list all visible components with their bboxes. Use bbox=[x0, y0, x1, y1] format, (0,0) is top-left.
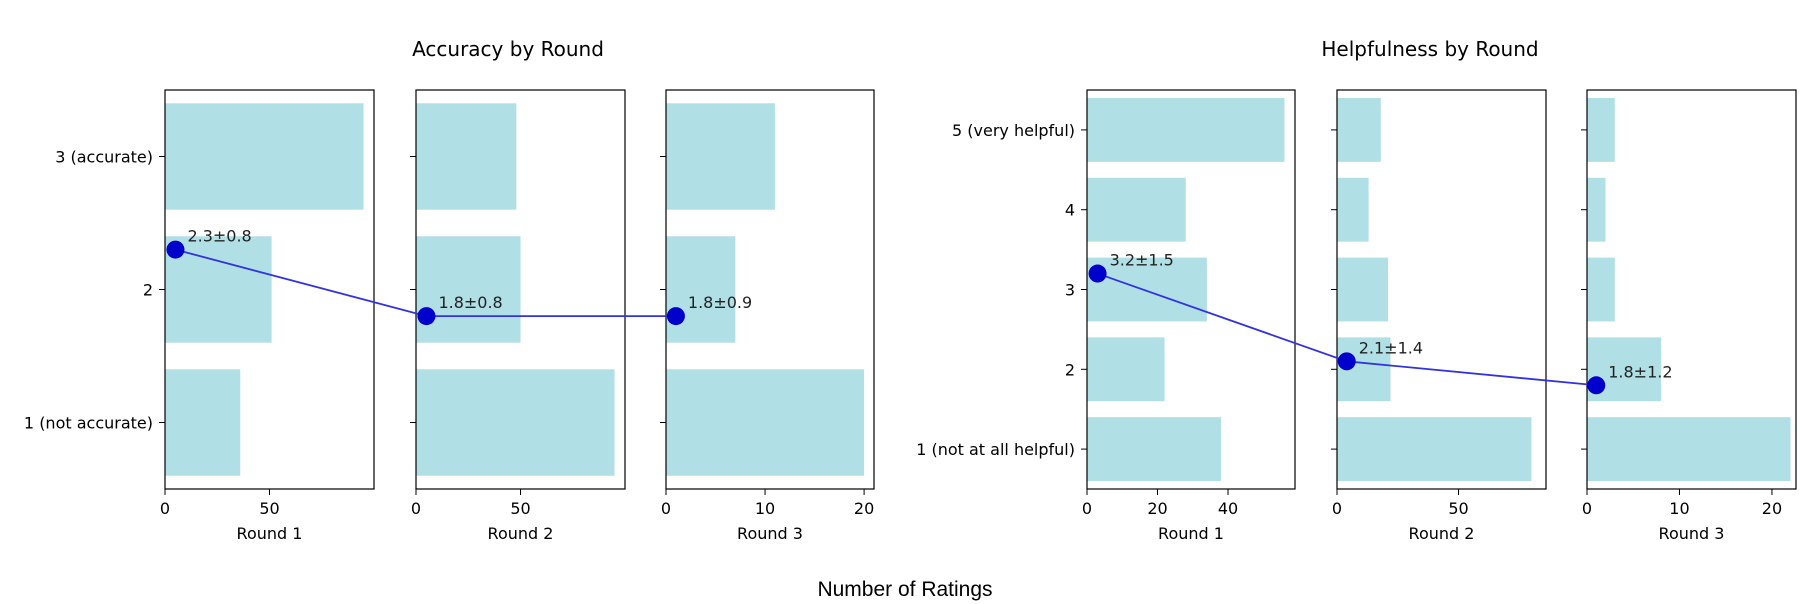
bar-4 bbox=[1587, 177, 1606, 242]
x-tick-label: 0 bbox=[411, 499, 421, 518]
y-tick-label: 2 bbox=[143, 281, 153, 300]
y-tick-label: 4 bbox=[1065, 201, 1075, 220]
mean-label-round-1: 2.3±0.8 bbox=[187, 227, 251, 246]
bar-1-not-accurate- bbox=[165, 369, 241, 476]
y-tick-label: 1 (not accurate) bbox=[24, 414, 153, 433]
panel-x-label: Round 3 bbox=[1659, 524, 1725, 543]
bar-2 bbox=[416, 236, 521, 343]
y-tick-label: 1 (not at all helpful) bbox=[916, 440, 1075, 459]
panel-round-2: 0 50 Round 2 bbox=[410, 89, 626, 543]
x-tick-label: 0 bbox=[160, 499, 170, 518]
mean-marker-round-2 bbox=[417, 307, 436, 326]
panel-round-1: 1 (not accurate) 2 3 (accurate) 0 50 Round 1 bbox=[24, 89, 375, 543]
bar-1-not-at-all-helpful- bbox=[1587, 417, 1791, 482]
y-tick-label: 3 (accurate) bbox=[55, 148, 153, 167]
bar-4 bbox=[1087, 177, 1186, 242]
y-tick-label: 5 (very helpful) bbox=[952, 121, 1075, 140]
bar-3-accurate- bbox=[416, 103, 517, 210]
panel-x-label: Round 2 bbox=[488, 524, 554, 543]
mean-marker-round-3 bbox=[1587, 376, 1606, 395]
bar-5-very-helpful- bbox=[1587, 97, 1615, 162]
x-tick-label: 50 bbox=[1448, 499, 1468, 518]
x-tick-label: 40 bbox=[1218, 499, 1238, 518]
mean-label-round-2: 2.1±1.4 bbox=[1359, 338, 1423, 357]
bar-1-not-accurate- bbox=[416, 369, 615, 476]
x-tick-label: 20 bbox=[854, 499, 874, 518]
bar-3 bbox=[1337, 257, 1389, 322]
mean-label-round-3: 1.8±1.2 bbox=[1608, 362, 1672, 381]
bar-2 bbox=[666, 236, 736, 343]
panel-round-3: 0 10 20 Round 3 bbox=[660, 89, 875, 543]
figure-x-axis-label: Number of Ratings bbox=[817, 578, 992, 601]
helpfulness-chart: Helpfulness by Round 1 (not at all helpfu… bbox=[916, 37, 1797, 543]
x-tick-label: 0 bbox=[1582, 499, 1592, 518]
bar-5-very-helpful- bbox=[1087, 97, 1285, 162]
panel-x-label: Round 3 bbox=[737, 524, 803, 543]
y-tick-label: 3 bbox=[1065, 281, 1075, 300]
x-tick-label: 50 bbox=[510, 499, 530, 518]
y-tick-label: 2 bbox=[1065, 360, 1075, 379]
x-tick-label: 0 bbox=[661, 499, 671, 518]
panel-x-label: Round 1 bbox=[237, 524, 303, 543]
bar-2 bbox=[1087, 337, 1165, 402]
mean-marker-round-2 bbox=[1337, 352, 1356, 371]
bar-1-not-accurate- bbox=[666, 369, 865, 476]
x-tick-label: 0 bbox=[1082, 499, 1092, 518]
bar-1-not-at-all-helpful- bbox=[1087, 417, 1221, 482]
bar-3 bbox=[1587, 257, 1615, 322]
accuracy-chart: Accuracy by Round 1 (not accurate) 2 3 (acc… bbox=[24, 37, 875, 543]
mean-label-round-2: 1.8±0.8 bbox=[438, 293, 502, 312]
mean-marker-round-1 bbox=[1088, 264, 1107, 283]
mean-label-round-1: 3.2±1.5 bbox=[1110, 251, 1174, 270]
x-tick-label: 20 bbox=[1762, 499, 1782, 518]
bar-1-not-at-all-helpful- bbox=[1337, 417, 1532, 482]
x-tick-label: 10 bbox=[1669, 499, 1689, 518]
bar-3-accurate- bbox=[666, 103, 775, 210]
panel-round-3: 0 10 20 Round 3 bbox=[1581, 89, 1797, 543]
bar-3-accurate- bbox=[165, 103, 364, 210]
mean-label-round-3: 1.8±0.9 bbox=[688, 293, 752, 312]
bar-4 bbox=[1337, 177, 1369, 242]
bar-3 bbox=[1087, 257, 1207, 322]
panel-round-1: 1 (not at all helpful) 2 3 4 5 (very helpful… bbox=[916, 89, 1296, 543]
panel-round-2: 0 50 Round 2 bbox=[1331, 89, 1547, 543]
mean-marker-round-1 bbox=[166, 240, 185, 259]
mean-marker-round-3 bbox=[666, 307, 685, 326]
x-tick-label: 50 bbox=[259, 499, 279, 518]
panel-x-label: Round 1 bbox=[1158, 524, 1224, 543]
x-tick-label: 20 bbox=[1147, 499, 1167, 518]
chart-title: Helpfulness by Round bbox=[1321, 37, 1538, 61]
bar-5-very-helpful- bbox=[1337, 97, 1381, 162]
panel-x-label: Round 2 bbox=[1409, 524, 1475, 543]
x-tick-label: 10 bbox=[755, 499, 775, 518]
x-tick-label: 0 bbox=[1332, 499, 1342, 518]
chart-title: Accuracy by Round bbox=[412, 37, 604, 61]
